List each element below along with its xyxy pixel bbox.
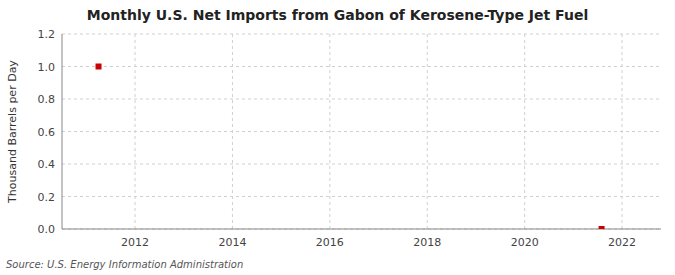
x-grid-line: [524, 34, 525, 229]
y-tick-label: 0.6: [38, 126, 56, 139]
y-axis-line: [62, 34, 63, 229]
y-grid-line: [62, 34, 661, 35]
x-tick-label: 2012: [121, 236, 149, 249]
chart-container: Monthly U.S. Net Imports from Gabon of K…: [0, 0, 675, 275]
y-tick-label: 0.8: [38, 93, 56, 106]
y-grid-line: [62, 229, 661, 230]
y-grid-line: [62, 164, 661, 165]
y-tick-label: 0.2: [38, 191, 56, 204]
x-grid-line: [232, 34, 233, 229]
y-tick-label: 1.0: [38, 61, 56, 74]
source-note: Source: U.S. Energy Information Administ…: [6, 259, 243, 270]
points: [96, 64, 605, 230]
x-grid-line: [427, 34, 428, 229]
title: Monthly U.S. Net Imports from Gabon of K…: [87, 7, 589, 23]
y-grid-line: [62, 131, 661, 132]
grid: [62, 34, 661, 229]
page: {"chart_data": {"type": "scatter", "titl…: [0, 0, 675, 275]
point: [96, 64, 102, 70]
x-grid-line: [135, 34, 136, 229]
y-tick-label: 0.0: [38, 223, 56, 236]
x-grid-line: [329, 34, 330, 229]
x-tick-label: 2016: [316, 236, 344, 249]
y-grid-line: [62, 196, 661, 197]
y-axis-label: Thousand Barrels per Day: [6, 60, 19, 204]
y-grid-line: [62, 66, 661, 67]
y-tick-label: 0.4: [38, 158, 56, 171]
x-tick-label: 2014: [218, 236, 246, 249]
chart-svg: Monthly U.S. Net Imports from Gabon of K…: [0, 0, 675, 275]
y-tick-label: 1.2: [38, 28, 56, 41]
x-tick-label: 2020: [511, 236, 539, 249]
x-tick-label: 2022: [608, 236, 636, 249]
x-axis-line: [62, 229, 661, 230]
x-grid-line: [622, 34, 623, 229]
x-tick-label: 2018: [413, 236, 441, 249]
axes: 0.0 0.2 0.4 0.6 0.8 1.0 1.2 2012 2014 2016 2018 202…: [38, 28, 662, 249]
point: [599, 226, 605, 229]
y-grid-line: [62, 99, 661, 100]
